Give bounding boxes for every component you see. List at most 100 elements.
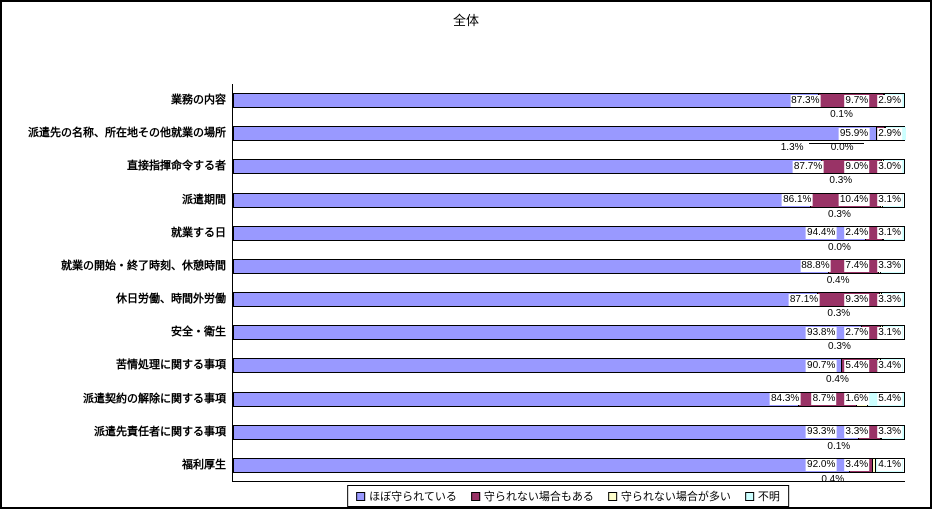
value-label: 88.8% — [800, 260, 831, 273]
value-label: 5.4% — [844, 359, 870, 372]
value-label: 0.3% — [829, 175, 853, 187]
bar-row: 3.3% 3.3% 93.3% 0.1% — [233, 416, 905, 452]
value-label: 9.0% — [844, 160, 870, 173]
bar-segment-1 — [234, 226, 867, 240]
value-label: 86.1% — [782, 194, 813, 207]
bar-segment-1 — [234, 458, 851, 472]
value-label: 8.7% — [811, 393, 837, 406]
bar-row: 3.1% 2.4% 94.4% 0.0% — [233, 217, 905, 253]
legend-item: 守られない場合が多い — [607, 488, 731, 504]
value-label: 1.3% — [780, 142, 804, 154]
value-label: 0.4% — [826, 374, 849, 386]
value-label: 3.1% — [877, 227, 902, 240]
value-label: 2.7% — [844, 326, 870, 339]
bar-segment-1 — [234, 160, 822, 174]
category-label: 業務の内容 — [171, 94, 226, 106]
chart-title: 全体 — [452, 13, 479, 28]
value-label: 93.8% — [806, 326, 837, 339]
bar-row: 3.1% 10.4% 86.1% 0.3% — [233, 184, 905, 220]
stacked-bar — [233, 292, 905, 307]
value-label: 0.0% — [830, 142, 854, 154]
value-label: 0.1% — [827, 440, 851, 452]
stacked-bar — [233, 225, 905, 241]
category-label: 派遣契約の解除に関する事項 — [83, 392, 226, 405]
value-label: 3.3% — [844, 426, 870, 439]
bar-segment-1 — [234, 127, 877, 141]
category-label: 派遣先の名称、所在地その他就業の場所 — [28, 127, 226, 140]
value-label: 10.4% — [838, 194, 870, 207]
value-label: 95.9% — [838, 127, 870, 140]
value-label: 7.4% — [844, 260, 870, 273]
value-label: 3.3% — [877, 293, 902, 306]
value-label: 84.3% — [769, 393, 801, 406]
legend-swatch-icon — [607, 491, 617, 501]
bar-row: 3.3% 7.4% 88.8% 0.4% — [233, 250, 905, 286]
value-label: 3.1% — [877, 194, 902, 207]
bar-row: 2.9% 95.9% 0.0% 1.3% — [233, 117, 906, 153]
value-label: 4.1% — [877, 459, 902, 472]
plot-area: 2.9% 9.7% 87.3% 0.1% 2.9% 95.9% 0.0% 1.3% 3.0% 9.… — [232, 84, 906, 485]
category-label: 派遣期間 — [182, 193, 226, 206]
value-label: 0.3% — [828, 341, 851, 353]
legend-item: 守られない場合もある — [470, 488, 594, 504]
bar-row: 3.3% 9.3% 87.1% 0.3% — [233, 283, 905, 319]
stacked-bar — [233, 258, 905, 274]
bar-row: 2.9% 9.7% 87.3% 0.1% — [233, 84, 905, 120]
stacked-bar — [233, 126, 906, 142]
value-label: 3.4% — [844, 459, 870, 472]
legend-item: ほぼ守られている — [356, 488, 457, 504]
legend-label: 不明 — [757, 491, 780, 503]
category-label: 苦情処理に関する事項 — [116, 359, 226, 372]
bar-segment-3 — [873, 458, 876, 472]
value-label: 92.0% — [806, 459, 837, 472]
bar-segment-1 — [234, 293, 818, 306]
value-label: 87.7% — [792, 160, 824, 173]
value-label: 3.3% — [877, 260, 902, 273]
bar-segment-1 — [234, 259, 829, 273]
bar-row: 3.4% 5.4% 90.7% 0.4% — [233, 349, 905, 385]
value-label: 0.3% — [827, 308, 851, 319]
value-label: 9.7% — [844, 94, 870, 107]
value-label: 90.7% — [806, 359, 837, 372]
value-label: 0.4% — [821, 473, 845, 485]
stacked-bar — [233, 391, 905, 407]
legend-label: ほぼ守られている — [369, 491, 457, 503]
value-label: 0.0% — [828, 241, 851, 253]
value-label: 2.4% — [844, 227, 870, 240]
bar-row: 3.1% 2.7% 93.8% 0.3% — [233, 316, 905, 352]
category-label: 安全・衛生 — [171, 326, 226, 339]
value-label: 3.4% — [877, 359, 902, 372]
value-label: 0.4% — [826, 274, 850, 286]
stacked-bar — [233, 358, 905, 374]
value-label: 9.3% — [844, 293, 870, 306]
value-label: 94.4% — [806, 227, 837, 240]
bar-segment-1 — [234, 359, 842, 373]
category-label: 就業の開始・終了時刻、休憩時間 — [61, 259, 226, 272]
legend-item: 不明 — [744, 488, 780, 504]
bar-row: 4.1% 3.4% 92.0% 0.4% — [233, 449, 905, 485]
value-label: 2.9% — [877, 127, 902, 140]
category-label: 休日労働、時間外労働 — [116, 293, 226, 305]
value-label: 5.4% — [877, 393, 902, 406]
legend-label: 守られない場合が多い — [620, 491, 731, 503]
value-label: 0.1% — [830, 109, 853, 120]
value-label: 87.1% — [788, 293, 820, 306]
value-label: 0.3% — [828, 208, 851, 220]
bar-segment-1 — [234, 392, 799, 406]
bar-row: 3.0% 9.0% 87.7% 0.3% — [233, 150, 905, 186]
bar-row: 5.4% 1.6% 8.7% 84.3% — [233, 383, 905, 416]
value-label: 3.3% — [877, 426, 902, 439]
category-label: 就業する日 — [171, 226, 226, 239]
value-label: 93.3% — [806, 426, 837, 439]
value-label: 3.0% — [877, 160, 902, 173]
stacked-bar — [233, 159, 905, 175]
bar-segment-1 — [234, 94, 819, 107]
category-label: 福利厚生 — [182, 458, 226, 471]
bar-segment-1 — [234, 425, 860, 439]
legend-swatch-icon — [744, 491, 754, 501]
legend-swatch-icon — [356, 491, 366, 501]
stacked-bar — [233, 424, 905, 440]
value-label: 2.9% — [877, 94, 902, 107]
bar-segment-1 — [234, 193, 811, 207]
value-label: 87.3% — [790, 94, 821, 107]
